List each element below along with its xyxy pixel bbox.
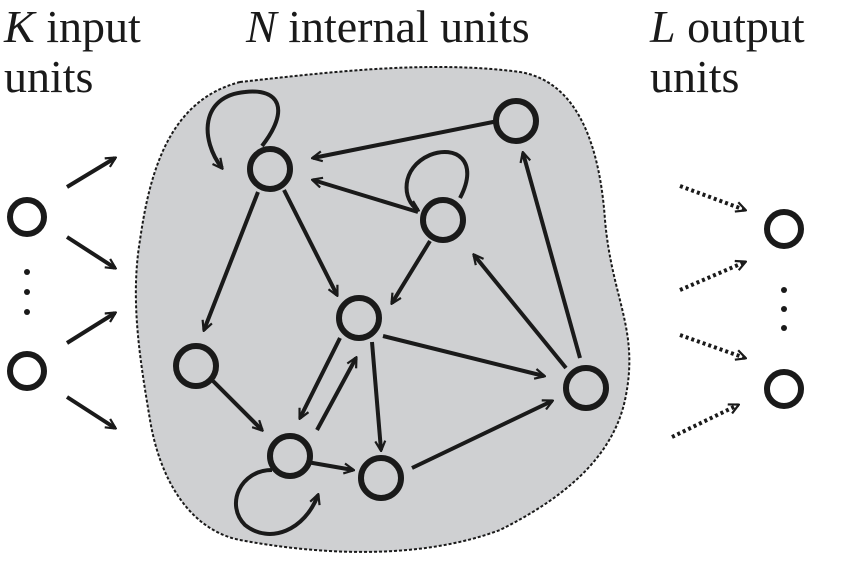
internal-edge (298, 337, 342, 418)
output-node (764, 209, 804, 249)
internal-edge (370, 341, 381, 450)
internal-units-text: internal units (276, 1, 530, 52)
input-arrow (65, 313, 115, 345)
input-units-text: input (34, 1, 141, 52)
internal-node (267, 433, 313, 479)
internal-units-symbol: N (246, 1, 277, 52)
internal-edge (313, 180, 419, 214)
internal-edge (313, 119, 499, 158)
self-loop-arrow (205, 89, 281, 168)
output-units-symbol: L (650, 1, 676, 52)
internal-node (336, 295, 382, 341)
internal-edge (315, 358, 358, 431)
output-units-text: output (675, 1, 805, 52)
output-arrow (679, 184, 745, 210)
input-arrow (65, 395, 115, 428)
output-units-label: L output units (650, 2, 805, 102)
internal-node (358, 455, 404, 501)
internal-edge (411, 399, 552, 470)
internal-edge (523, 153, 582, 359)
internal-edge (306, 460, 353, 470)
self-loop-arrow (404, 149, 470, 210)
output-arrow (671, 403, 738, 439)
internal-node (173, 343, 219, 389)
internal-edge (474, 255, 568, 370)
internal-node (563, 365, 609, 411)
input-ellipsis (24, 269, 30, 315)
internal-edge (211, 379, 262, 430)
input-node (7, 197, 47, 237)
output-ellipsis (781, 287, 787, 331)
output-arrow (679, 262, 745, 292)
input-node (7, 351, 47, 391)
internal-node (420, 197, 466, 243)
output-node (764, 369, 804, 409)
input-arrow (65, 235, 115, 268)
internal-units-label: N internal units (246, 2, 530, 52)
internal-edge (204, 191, 260, 330)
internal-node (247, 146, 293, 192)
input-units-symbol: K (4, 1, 35, 52)
internal-edge (282, 189, 339, 295)
output-units-text-2: units (650, 51, 740, 102)
internal-edge (382, 334, 544, 376)
input-arrow (65, 158, 115, 189)
input-units-text-2: units (4, 51, 94, 102)
output-arrow (679, 333, 745, 358)
self-loop-arrow (233, 468, 318, 536)
internal-edge (392, 239, 432, 303)
input-units-label: K input units (4, 2, 141, 102)
